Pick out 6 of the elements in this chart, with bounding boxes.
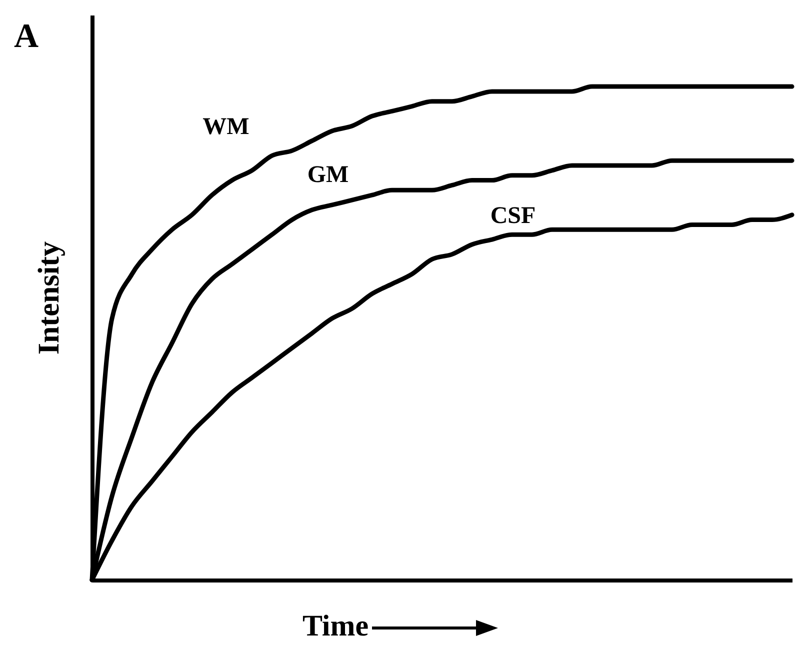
series-label: WM [202, 114, 250, 140]
series-label: CSF [490, 203, 536, 229]
y-axis-title: Intensity [32, 241, 66, 355]
chart-title: A [14, 18, 39, 55]
series-label: GM [307, 162, 349, 188]
x-axis-title: Time [302, 610, 369, 642]
